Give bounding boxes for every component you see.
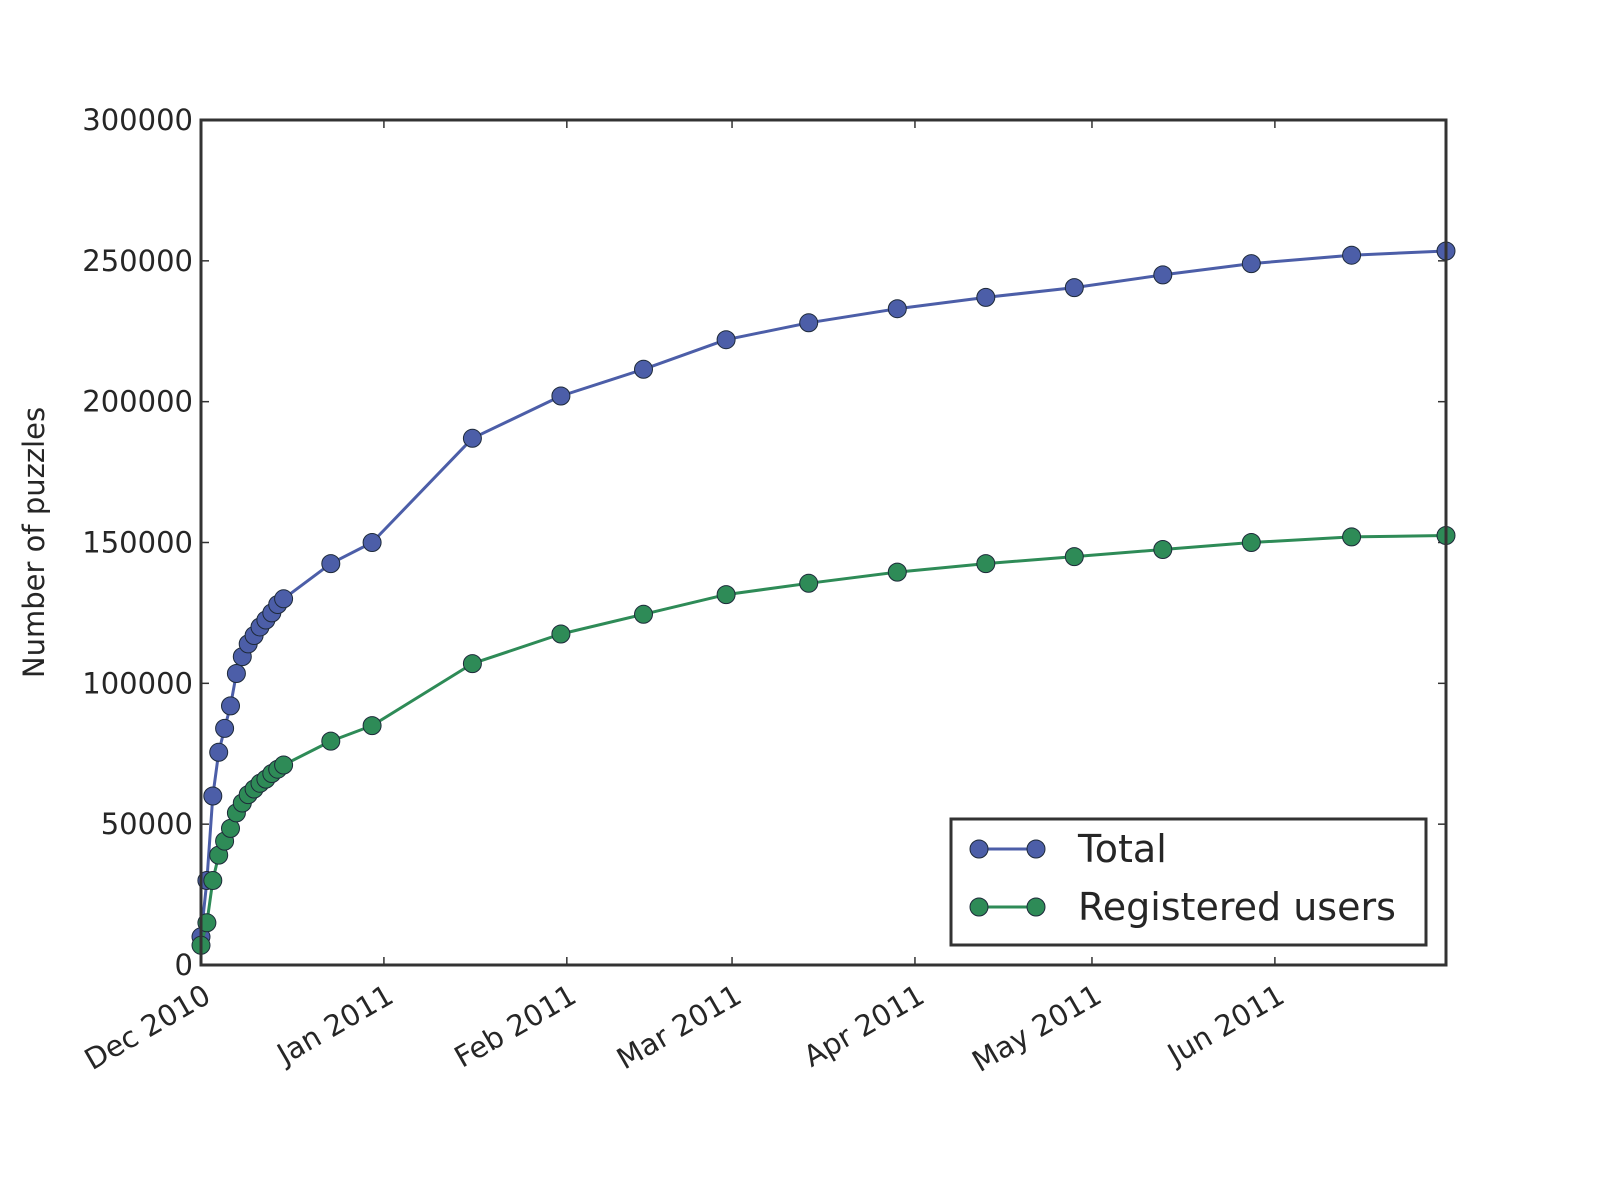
data-point (1342, 245, 1362, 265)
y-tick-label: 100000 (82, 666, 193, 700)
data-point (1342, 527, 1362, 547)
data-point (362, 716, 382, 736)
legend: Total Registered users (949, 817, 1428, 947)
data-point (321, 731, 341, 751)
data-point (551, 386, 571, 406)
data-point (887, 299, 907, 319)
data-point (215, 718, 235, 738)
x-tick-label: Jun 2011 (1160, 978, 1290, 1073)
x-tick-label: Mar 2011 (611, 978, 747, 1076)
data-point (887, 562, 907, 582)
legend-item: Registered users (969, 885, 1396, 929)
y-tick-label: 50000 (101, 807, 193, 841)
x-tick-label: Dec 2010 (79, 978, 216, 1077)
legend-label: Registered users (1078, 885, 1396, 929)
data-point (221, 696, 240, 716)
data-point (1064, 547, 1084, 567)
plot-area (191, 241, 1456, 955)
y-tick-label: 150000 (82, 526, 193, 560)
x-tick-label: Jan 2011 (270, 978, 399, 1072)
y-tick-label: 200000 (82, 385, 193, 419)
data-point (462, 654, 482, 674)
legend-label: Total (1077, 827, 1167, 871)
y-tick-label: 0 (175, 948, 193, 982)
data-point (634, 359, 653, 379)
data-point (976, 554, 996, 574)
data-point (716, 330, 736, 350)
y-axis-title: Number of puzzles (17, 407, 51, 678)
plot-frame (199, 118, 1448, 967)
data-point (1064, 278, 1084, 298)
legend-frame (949, 817, 1428, 947)
data-point (634, 604, 653, 624)
series-1 (191, 526, 1456, 955)
data-point (1241, 254, 1261, 274)
data-point (1153, 265, 1173, 285)
legend-marker (1026, 897, 1046, 917)
data-point (209, 742, 229, 762)
data-point (716, 585, 736, 605)
data-point (1153, 540, 1173, 559)
data-point (799, 313, 819, 333)
y-tick-label: 250000 (82, 244, 193, 278)
series-0 (191, 241, 1456, 947)
data-point (462, 428, 482, 448)
data-point (203, 786, 223, 806)
legend-item: Total (969, 827, 1167, 871)
legend-marker (969, 839, 989, 859)
y-axis: 0 50000 100000 150000 200000 250000 300000 (82, 103, 1446, 982)
x-tick-label: Apr 2011 (798, 978, 930, 1074)
x-tick-label: May 2011 (966, 978, 1107, 1079)
data-point (551, 624, 571, 644)
data-point (799, 573, 819, 593)
data-point (274, 589, 294, 609)
legend-marker (1026, 839, 1046, 859)
data-point (1241, 533, 1261, 552)
data-point (321, 554, 341, 574)
data-point (203, 871, 223, 890)
legend-marker (969, 897, 989, 917)
data-point (226, 664, 246, 683)
x-tick-label: Feb 2011 (449, 978, 582, 1075)
y-tick-label: 300000 (82, 103, 193, 137)
data-point (274, 755, 294, 775)
data-point (362, 533, 382, 552)
data-point (976, 287, 996, 307)
